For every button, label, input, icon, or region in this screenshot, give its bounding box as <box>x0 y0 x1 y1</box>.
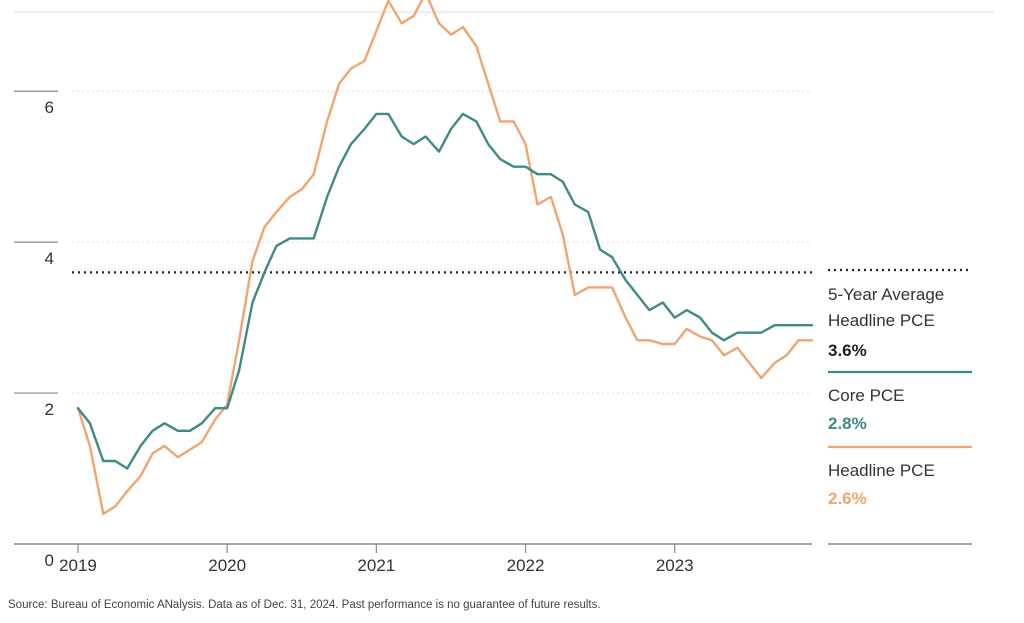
series-line-headline-pce <box>76 0 814 515</box>
y-tick-label-0: 0 <box>45 551 54 570</box>
x-tick-label-2022: 2022 <box>507 556 545 575</box>
legend-headline-label: Headline PCE <box>828 461 935 480</box>
gridlines <box>72 90 812 394</box>
source-note: Source: Bureau of Economic ANalysis. Dat… <box>8 599 601 611</box>
legend-core-label: Core PCE <box>828 386 905 405</box>
x-tick-label-2020: 2020 <box>208 556 246 575</box>
y-axis: 0 2 4 6 <box>14 90 58 570</box>
series-line-core-pce <box>76 112 814 470</box>
x-tick-label-2019: 2019 <box>59 556 97 575</box>
y-tick-label-6: 6 <box>45 98 54 117</box>
legend-headline-value: 2.6% <box>828 489 867 508</box>
legend-average-label-2: Headline PCE <box>828 311 935 330</box>
y-tick-label-2: 2 <box>45 400 54 419</box>
legend-core-value: 2.8% <box>828 414 867 433</box>
series-lines <box>76 0 814 515</box>
x-tick-label-2021: 2021 <box>357 556 395 575</box>
pce-line-chart: 0 2 4 6 2019 2020 2021 2022 2023 5-Year Average… <box>14 0 994 575</box>
x-tick-label-2023: 2023 <box>656 556 694 575</box>
legend-average-label-1: 5-Year Average <box>828 285 944 304</box>
y-tick-label-4: 4 <box>45 249 54 268</box>
legend-average-value: 3.6% <box>828 341 867 360</box>
legend: 5-Year Average Headline PCE 3.6% Core PC… <box>828 268 972 545</box>
x-axis: 2019 2020 2021 2022 2023 <box>59 544 694 575</box>
